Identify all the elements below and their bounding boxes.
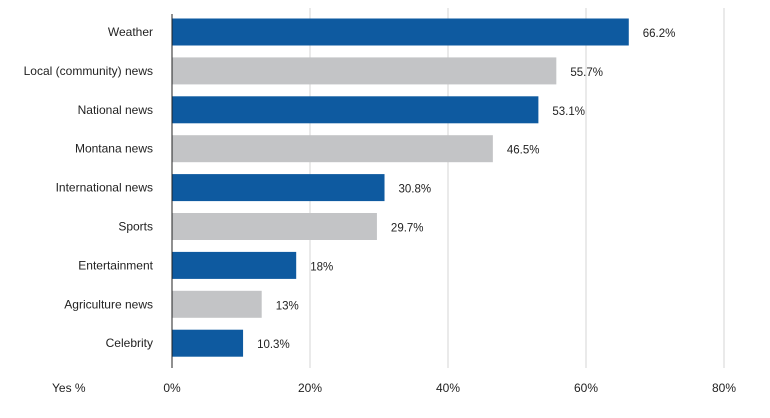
category-label-0: Weather — [108, 25, 153, 39]
bars — [172, 18, 629, 357]
category-label-2: National news — [78, 103, 153, 117]
value-label-3: 46.5% — [507, 145, 540, 157]
category-label-4: International news — [56, 181, 153, 195]
x-tick-label-1: 20% — [298, 381, 322, 395]
category-label-3: Montana news — [75, 142, 153, 156]
category-labels: Weather Local (community) news National ne… — [24, 25, 154, 350]
bar-1 — [172, 57, 557, 85]
bar-4 — [172, 174, 385, 202]
bar-7 — [172, 290, 262, 318]
category-label-6: Entertainment — [78, 258, 153, 272]
value-label-7: 13% — [276, 300, 299, 312]
value-label-4: 30.8% — [399, 184, 432, 196]
x-axis-title: Yes % — [52, 381, 86, 395]
bar-5 — [172, 213, 377, 240]
value-label-6: 18% — [310, 261, 333, 273]
x-tick-labels: 0% 20% 40% 60% 80% — [163, 381, 736, 395]
bar-3 — [172, 135, 493, 163]
value-label-1: 55.7% — [570, 67, 603, 79]
category-label-5: Sports — [118, 220, 153, 234]
bar-8 — [172, 329, 244, 357]
bar-6 — [172, 251, 297, 279]
category-label-7: Agriculture news — [64, 297, 153, 311]
bar-2 — [172, 96, 539, 124]
category-label-1: Local (community) news — [24, 64, 153, 78]
bar-0 — [172, 18, 629, 46]
value-label-0: 66.2% — [643, 28, 676, 40]
value-label-8: 10.3% — [257, 339, 290, 351]
x-tick-label-4: 80% — [712, 381, 736, 395]
value-labels: 66.2% 55.7% 53.1% 46.5% 30.8% 29.7% 18% 13% 10.3… — [257, 28, 675, 351]
category-label-8: Celebrity — [106, 336, 153, 350]
value-label-5: 29.7% — [391, 223, 424, 235]
x-tick-label-3: 60% — [574, 381, 598, 395]
x-tick-label-0: 0% — [163, 381, 181, 395]
value-label-2: 53.1% — [552, 106, 585, 118]
x-tick-label-2: 40% — [436, 381, 460, 395]
